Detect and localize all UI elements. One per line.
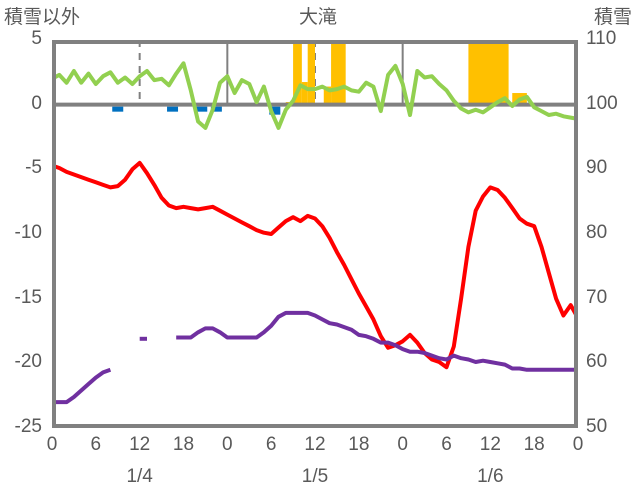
y-axis-right-tick: 80 [586, 222, 608, 243]
series-line-気温 [52, 160, 578, 370]
y-axis-right-tick: 110 [586, 28, 617, 49]
y-axis-left-tick: -10 [14, 222, 42, 243]
y-axis-left-tick: 5 [31, 28, 42, 49]
precipitation-bar [269, 106, 281, 115]
y-axis-left-tick: -15 [14, 286, 42, 308]
x-axis-tick: 12 [479, 434, 501, 455]
y-axis-left-tick: -20 [14, 351, 42, 373]
chart-title: 大滝 [298, 7, 337, 28]
x-axis-tick: 0 [222, 434, 233, 455]
y-axis-right-tick: 50 [586, 416, 608, 437]
x-axis-tick: 18 [523, 434, 545, 455]
x-axis-tick: 6 [90, 434, 102, 455]
y-axis-left-tick: -25 [14, 416, 42, 437]
x-axis-day-label: 1/6 [477, 466, 504, 487]
x-axis-day-label: 1/5 [301, 466, 329, 487]
snow-bar [323, 86, 332, 105]
x-axis-tick: 18 [172, 434, 195, 455]
snow-bar [468, 40, 509, 105]
precipitation-bar [167, 106, 179, 112]
series-line-露点温度 [176, 310, 578, 372]
y-axis-right-tick: 70 [586, 286, 608, 308]
right-axis-unit-label: 積雪 [593, 7, 632, 28]
y-axis-left-tick: 0 [31, 92, 42, 114]
y-axis-left-tick: -5 [25, 157, 42, 179]
series-line-風速 [52, 61, 578, 130]
snow-bar-mask [52, 104, 578, 428]
left-axis-unit-label: 積雪以外 [4, 7, 81, 28]
x-axis-tick: 0 [46, 434, 58, 455]
chart-svg [52, 40, 578, 428]
snow-bar [331, 40, 346, 105]
x-axis-tick: 12 [129, 434, 151, 455]
snow-bar [301, 82, 308, 105]
x-axis-tick: 0 [572, 434, 584, 455]
precipitation-bar [112, 106, 124, 112]
snow-bar [307, 40, 315, 105]
x-axis-tick: 12 [304, 434, 326, 455]
precipitation-bar [210, 106, 222, 112]
x-axis-tick: 18 [348, 434, 370, 455]
precipitation-bar [196, 106, 208, 112]
y-axis-right-tick: 60 [586, 351, 608, 373]
x-axis-tick: 6 [441, 434, 452, 455]
plot-area [52, 40, 578, 428]
x-axis-tick: 6 [265, 434, 277, 455]
y-axis-right-tick: 100 [586, 92, 618, 114]
y-axis-right-tick: 90 [586, 157, 608, 179]
x-axis-tick: 0 [397, 434, 408, 455]
snow-bar [293, 40, 302, 105]
series-line-露点温度 [52, 367, 112, 405]
x-axis-day-label: 1/4 [126, 466, 153, 487]
